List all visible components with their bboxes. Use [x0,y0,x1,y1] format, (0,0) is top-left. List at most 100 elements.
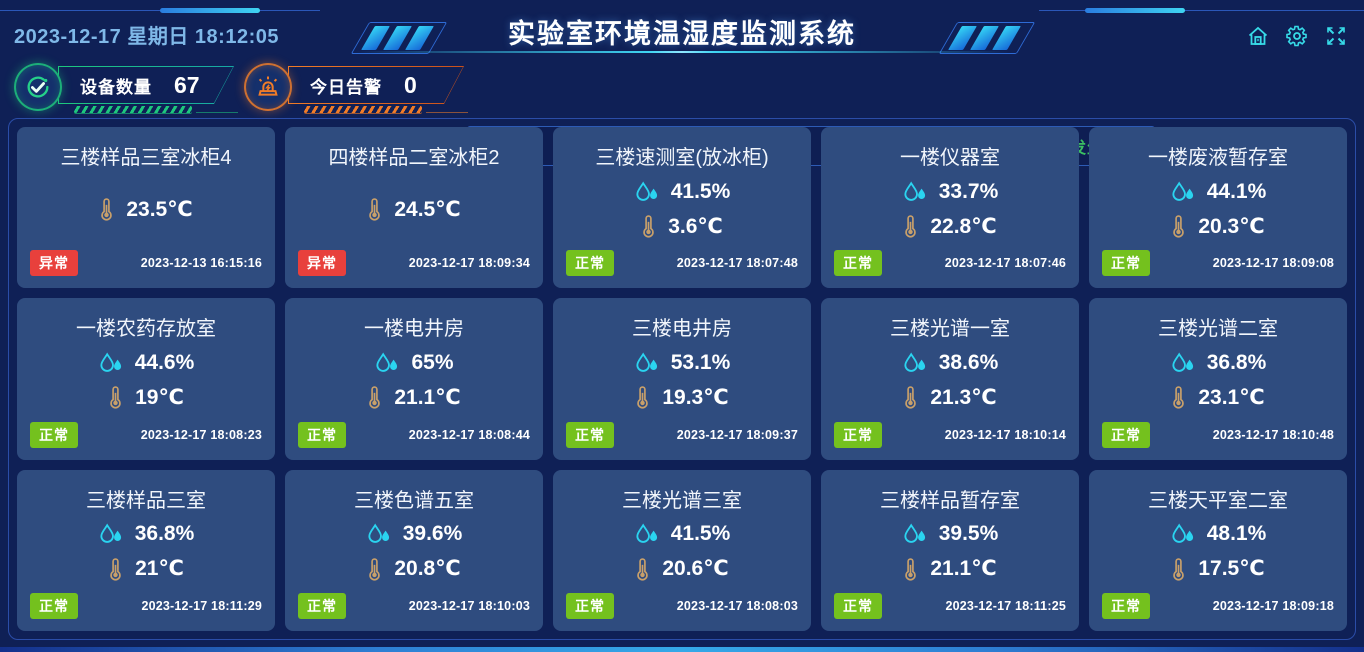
humidity-row: 33.7% [902,179,999,204]
temperature-row: 21.1℃ [367,385,461,410]
temperature-value: 19℃ [135,385,184,409]
device-name: 三楼天平室二室 [1148,489,1288,512]
humidity-value: 39.6% [402,522,463,546]
status-badge: 正常 [298,421,346,448]
device-name: 三楼样品暂存室 [880,489,1020,512]
humidity-drops-icon [634,523,659,545]
temperature-row: 23.1℃ [1171,385,1265,410]
temperature-value: 19.3℃ [662,385,729,409]
humidity-value: 53.1% [670,351,731,375]
thermometer-icon [903,214,918,238]
temperature-value: 21.1℃ [394,385,461,409]
status-badge: 正常 [834,421,882,448]
status-badge: 正常 [30,592,78,619]
humidity-row: 38.6% [902,351,998,375]
device-card: 三楼电井房 53.1% 1 [553,298,811,460]
device-card: 三楼速测室(放冰柜) 41.5% [553,127,811,289]
today-alarms-label: 今日告警 [310,77,382,97]
temperature-value: 24.5℃ [394,197,461,221]
stat-underline [426,112,468,113]
temperature-row: 20.3℃ [1171,214,1265,239]
temperature-row: 21.1℃ [903,556,997,581]
status-badge: 正常 [1102,421,1150,448]
settings-gear-icon[interactable] [1285,24,1309,48]
temperature-row: 19℃ [108,385,184,410]
update-timestamp: 2023-12-17 18:10:48 [1212,427,1334,442]
update-timestamp: 2023-12-17 18:11:25 [945,598,1066,613]
device-name: 三楼光谱一室 [890,318,1010,341]
device-name: 一楼仪器室 [900,147,1000,169]
device-check-icon [14,63,62,111]
humidity-drops-icon [1170,523,1195,545]
humidity-row: 53.1% [634,351,731,375]
temperature-value: 20.8℃ [394,557,461,581]
update-timestamp: 2023-12-17 18:09:37 [676,427,798,442]
humidity-row: 44.1% [1170,179,1267,204]
device-name: 三楼光谱三室 [622,489,742,512]
thermometer-icon [1171,385,1186,409]
temperature-row: 19.3℃ [635,385,729,410]
today-alarms-panel: 今日告警 0 [288,66,464,104]
device-name: 三楼电井房 [632,318,732,341]
status-badge: 正常 [566,592,614,619]
humidity-value: 41.5% [670,179,731,203]
header-deco-highlight-left [160,8,260,13]
device-card: 三楼光谱一室 38.6% [821,298,1079,460]
device-card: 三楼样品三室冰柜4 23 [17,127,275,289]
temperature-row: 21℃ [108,556,184,581]
temperature-value: 21.3℃ [930,385,997,409]
status-badge: 正常 [834,592,882,619]
update-timestamp: 2023-12-17 18:09:34 [408,256,530,271]
device-count-panel: 设备数量 67 [58,66,234,104]
device-card: 三楼样品三室 36.8% [17,469,275,631]
humidity-drops-icon [634,181,659,203]
stats-row: 设备数量 67 今日告警 0 [0,60,1364,166]
humidity-row: 39.6% [366,522,463,546]
humidity-value: 44.1% [1206,179,1267,203]
status-badge: 正常 [834,250,882,277]
temperature-value: 21℃ [135,557,184,581]
thermometer-icon [1171,214,1186,238]
device-card: 三楼光谱三室 41.5% [553,469,811,631]
humidity-row: 44.6% [98,351,195,375]
device-count-label: 设备数量 [80,77,152,97]
thermometer-icon [903,557,918,581]
update-timestamp: 2023-12-17 18:08:23 [140,427,262,442]
device-count-value: 67 [174,71,200,98]
fullscreen-icon[interactable] [1324,24,1348,48]
temperature-row: 22.8℃ [903,214,997,239]
title-glow-line [354,51,1010,53]
status-badge: 正常 [566,250,614,277]
humidity-row: 41.5% [634,522,730,546]
update-timestamp: 2023-12-17 18:08:03 [676,598,798,613]
device-card: 三楼光谱二室 36.8% [1089,298,1347,460]
thermometer-icon [903,385,918,409]
device-card: 三楼天平室二室 48.1% [1089,469,1347,631]
temperature-value: 23.5℃ [126,197,193,221]
humidity-drops-icon [902,352,927,374]
thermometer-icon [367,385,382,409]
device-name: 三楼色谱五室 [354,489,474,512]
humidity-row: 65% [374,351,454,375]
temperature-row: 21.3℃ [903,385,997,410]
humidity-drops-icon [902,523,927,545]
temperature-value: 20.3℃ [1198,214,1265,238]
humidity-row: 39.5% [902,522,998,546]
status-badge: 正常 [1102,250,1150,277]
humidity-value: 65% [411,351,454,375]
humidity-row: 48.1% [1170,522,1266,546]
update-timestamp: 2023-12-17 18:07:46 [944,256,1066,271]
status-badge: 正常 [1102,592,1150,619]
status-badge: 正常 [298,592,346,619]
device-card: 三楼样品暂存室 39.5% [821,469,1079,631]
update-timestamp: 2023-12-17 18:10:14 [944,427,1066,442]
home-icon[interactable] [1246,24,1270,48]
humidity-value: 44.6% [134,351,195,375]
thermometer-icon [99,197,114,221]
thermometer-icon [635,557,650,581]
humidity-row: 36.8% [98,522,194,546]
humidity-drops-icon [1170,352,1195,374]
humidity-value: 33.7% [938,179,999,203]
device-name: 三楼样品三室冰柜4 [60,147,232,169]
device-name: 三楼速测室(放冰柜) [595,147,769,169]
